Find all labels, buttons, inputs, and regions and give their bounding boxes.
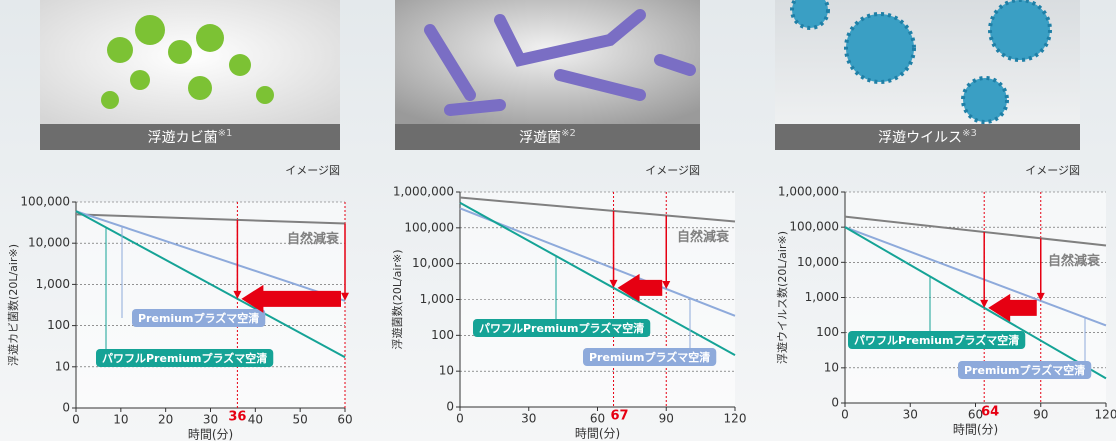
series-line <box>459 207 736 317</box>
marker-label: 36 <box>228 410 246 425</box>
compare-arrow <box>617 273 663 302</box>
photo-label-bar <box>395 124 700 150</box>
photo-label: 浮遊ウイルス※3 <box>878 128 977 146</box>
photo-label-text: 浮遊ウイルス <box>878 130 962 146</box>
y-tick-label: 100,000 <box>20 195 70 209</box>
compare-arrow <box>241 284 341 313</box>
y-tick-label: 1,000 <box>420 292 454 306</box>
x-tick-label: 90 <box>1033 408 1048 422</box>
photo-label-bar <box>775 124 1080 150</box>
y-tick-label: 10 <box>439 364 454 378</box>
series-line <box>459 201 736 357</box>
y-tick-label: 1,000 <box>805 290 839 304</box>
legend-box <box>473 319 651 337</box>
y-axis-label: 浮遊カビ菌数(20L/air※) <box>6 244 20 366</box>
y-tick-label: 0 <box>446 400 454 414</box>
x-tick-label: 50 <box>293 413 308 427</box>
decay-arrow-head <box>233 290 242 299</box>
x-axis-label: 時間(分) <box>188 428 233 441</box>
decay-arrow-head <box>662 280 671 289</box>
photo-label-text: 浮遊カビ菌 <box>148 130 218 146</box>
x-axis-label: 時間(分) <box>575 427 620 441</box>
y-tick-label: 100 <box>431 328 454 342</box>
decay-arrow-head <box>341 292 349 301</box>
y-tick-label: 10 <box>824 360 839 374</box>
photo-label-note: ※3 <box>962 128 977 139</box>
x-tick-label: 20 <box>158 413 173 427</box>
legend-label: パワフルPremiumプラズマ空清 <box>854 333 1019 347</box>
series-label: 自然減衰 <box>287 231 340 247</box>
series-line <box>75 210 346 359</box>
legend-box <box>848 331 1026 349</box>
image-caption: イメージ図 <box>1025 164 1080 177</box>
y-tick-label: 0 <box>62 401 70 415</box>
legend-label: Premiumプラズマ空清 <box>138 311 259 325</box>
image-caption: イメージ図 <box>645 164 700 177</box>
series-label: 自然減衰 <box>1048 253 1101 269</box>
x-tick-label: 10 <box>113 413 128 427</box>
photo-label-bar <box>40 124 340 150</box>
x-tick-label: 40 <box>248 413 263 427</box>
y-tick-label: 100 <box>816 325 839 339</box>
series-line <box>844 226 1107 380</box>
x-tick-label: 0 <box>456 412 464 426</box>
x-tick-label: 30 <box>903 408 918 422</box>
marker-label: 64 <box>981 405 999 420</box>
y-tick-label: 10 <box>55 359 70 373</box>
legend-box <box>583 348 717 366</box>
photo-bacteria <box>395 0 700 124</box>
x-tick-label: 120 <box>724 412 747 426</box>
x-tick-label: 60 <box>590 412 605 426</box>
photo-label-note: ※2 <box>561 128 576 139</box>
x-tick-label: 60 <box>968 408 983 422</box>
compare-arrow <box>988 293 1037 322</box>
image-caption: イメージ図 <box>285 164 340 177</box>
y-tick-label: 100 <box>47 318 70 332</box>
y-tick-label: 1,000,000 <box>393 185 454 199</box>
y-tick-label: 10,000 <box>28 236 70 250</box>
x-tick-label: 0 <box>841 408 849 422</box>
series-line <box>75 210 346 302</box>
series-line <box>844 226 1107 327</box>
series-line <box>459 196 736 223</box>
x-tick-label: 120 <box>1095 408 1116 422</box>
photo-label-text: 浮遊菌 <box>519 130 561 146</box>
photo-mold <box>40 0 340 124</box>
x-axis-label: 時間(分) <box>953 423 998 437</box>
legend-label: Premiumプラズマ空清 <box>589 350 710 364</box>
decay-arrow-head <box>980 299 989 308</box>
legend-box <box>132 309 266 327</box>
series-line <box>844 215 1107 247</box>
y-tick-label: 1,000,000 <box>778 185 839 199</box>
y-tick-label: 10,000 <box>412 256 454 270</box>
decay-arrow-head <box>609 279 618 288</box>
legend-label: Premiumプラズマ空清 <box>964 363 1085 377</box>
y-tick-label: 1,000 <box>36 277 70 291</box>
x-tick-label: 0 <box>72 413 80 427</box>
series-label: 自然減衰 <box>677 229 730 245</box>
x-tick-label: 30 <box>203 413 218 427</box>
marker-label: 67 <box>610 409 628 424</box>
y-axis-label: 浮遊菌数(20L/air※) <box>390 250 404 350</box>
legend-label: パワフルPremiumプラズマ空清 <box>479 321 644 335</box>
decay-arrow-head <box>1036 292 1045 301</box>
legend-box <box>96 349 274 367</box>
photo-virus <box>775 0 1080 124</box>
y-tick-label: 10,000 <box>797 255 839 269</box>
photo-label: 浮遊菌※2 <box>519 128 576 146</box>
photo-label: 浮遊カビ菌※1 <box>148 128 233 146</box>
x-tick-label: 30 <box>521 412 536 426</box>
legend-box <box>958 361 1092 379</box>
x-tick-label: 90 <box>659 412 674 426</box>
y-tick-label: 100,000 <box>404 220 454 234</box>
y-tick-label: 100,000 <box>789 220 839 234</box>
y-tick-label: 0 <box>831 396 839 410</box>
legend-label: パワフルPremiumプラズマ空清 <box>102 351 267 365</box>
x-tick-label: 60 <box>337 413 352 427</box>
series-line <box>75 213 346 225</box>
photo-label-note: ※1 <box>218 128 233 139</box>
y-axis-label: 浮遊ウイルス数(20L/air※) <box>775 231 789 364</box>
